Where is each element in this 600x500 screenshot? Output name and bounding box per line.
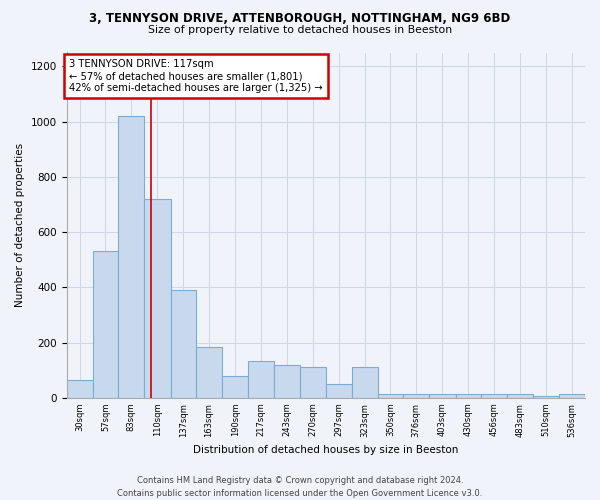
Text: Contains HM Land Registry data © Crown copyright and database right 2024.
Contai: Contains HM Land Registry data © Crown c…	[118, 476, 482, 498]
Bar	[326, 384, 352, 398]
Bar	[93, 252, 118, 398]
Text: 3 TENNYSON DRIVE: 117sqm
← 57% of detached houses are smaller (1,801)
42% of sem: 3 TENNYSON DRIVE: 117sqm ← 57% of detach…	[69, 60, 323, 92]
Bar	[378, 394, 403, 398]
Bar	[481, 394, 507, 398]
Bar	[430, 394, 455, 398]
Bar	[403, 394, 430, 398]
Bar	[170, 290, 196, 398]
Bar	[222, 376, 248, 398]
Text: Size of property relative to detached houses in Beeston: Size of property relative to detached ho…	[148, 25, 452, 35]
Bar	[118, 116, 145, 398]
Bar	[559, 394, 585, 398]
Text: 3, TENNYSON DRIVE, ATTENBOROUGH, NOTTINGHAM, NG9 6BD: 3, TENNYSON DRIVE, ATTENBOROUGH, NOTTING…	[89, 12, 511, 26]
Bar	[196, 346, 222, 398]
Bar	[67, 380, 93, 398]
Bar	[145, 199, 170, 398]
Bar	[300, 368, 326, 398]
Bar	[507, 394, 533, 398]
Bar	[248, 360, 274, 398]
Bar	[455, 394, 481, 398]
X-axis label: Distribution of detached houses by size in Beeston: Distribution of detached houses by size …	[193, 445, 458, 455]
Bar	[274, 364, 300, 398]
Bar	[352, 368, 378, 398]
Y-axis label: Number of detached properties: Number of detached properties	[15, 143, 25, 307]
Bar	[533, 396, 559, 398]
